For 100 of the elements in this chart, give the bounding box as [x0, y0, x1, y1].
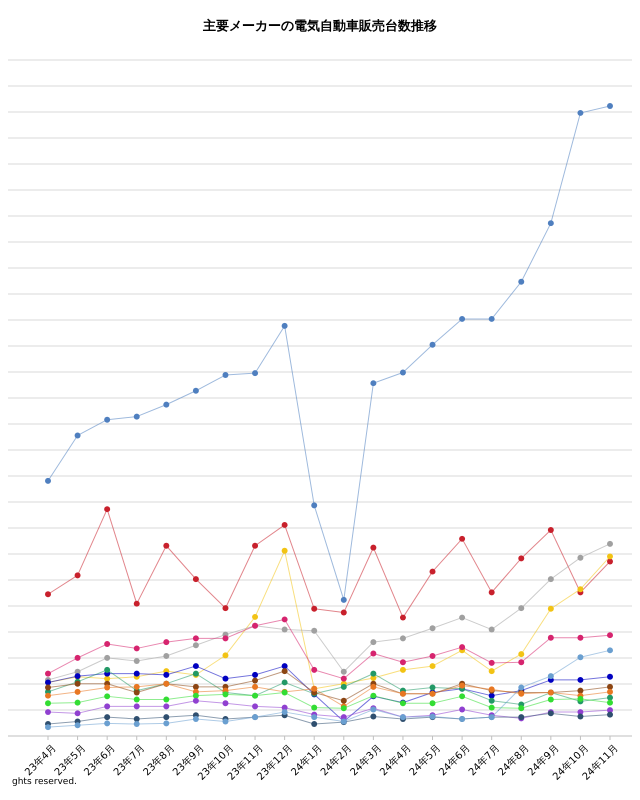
point: [607, 632, 613, 638]
point: [370, 670, 376, 677]
point: [192, 716, 199, 722]
point: [134, 414, 140, 420]
point: [488, 589, 495, 596]
point: [430, 653, 436, 659]
point: [134, 670, 140, 677]
point: [607, 712, 613, 718]
point: [252, 678, 258, 684]
point: [134, 684, 140, 690]
point: [430, 663, 436, 670]
point: [282, 548, 288, 554]
point: [74, 432, 81, 438]
point: [74, 700, 81, 706]
point: [430, 342, 436, 348]
point: [548, 634, 554, 641]
point: [252, 672, 258, 678]
point: [400, 635, 406, 642]
point: [163, 402, 170, 408]
point: [282, 709, 288, 716]
point: [488, 698, 495, 704]
point: [400, 370, 406, 376]
point: [488, 316, 495, 322]
point: [340, 676, 347, 682]
point: [192, 388, 199, 394]
point: [518, 705, 524, 712]
point: [163, 672, 170, 678]
point: [370, 380, 376, 386]
point: [311, 628, 318, 634]
point: [163, 696, 170, 702]
point: [518, 659, 524, 666]
point: [311, 721, 318, 728]
point: [45, 724, 51, 730]
point: [548, 576, 554, 582]
point: [370, 713, 376, 720]
point: [577, 554, 584, 561]
point: [163, 639, 170, 646]
point: [104, 703, 110, 710]
point: [400, 614, 406, 621]
point: [370, 650, 376, 656]
point: [488, 626, 495, 633]
point: [134, 696, 140, 702]
point: [518, 651, 524, 658]
point: [252, 703, 258, 710]
point: [192, 663, 199, 670]
point: [104, 666, 110, 673]
chart-title: 主要メーカーの電気自動車販売台数推移: [202, 18, 437, 34]
point: [45, 670, 51, 677]
point: [74, 572, 81, 578]
point: [222, 652, 228, 658]
point: [488, 660, 495, 666]
point: [577, 688, 584, 694]
point: [222, 700, 228, 706]
point: [311, 666, 318, 673]
point: [459, 706, 466, 713]
point: [222, 635, 228, 642]
point: [607, 553, 613, 560]
point: [134, 703, 140, 710]
point: [282, 679, 288, 686]
point: [607, 688, 613, 695]
point: [430, 625, 436, 632]
point: [340, 596, 347, 603]
point: [430, 568, 436, 575]
point: [163, 720, 170, 726]
point: [607, 558, 613, 564]
point: [45, 709, 51, 716]
point: [222, 718, 228, 724]
point: [163, 653, 170, 659]
point: [45, 591, 51, 598]
point: [577, 696, 584, 702]
point: [282, 668, 288, 674]
point: [104, 506, 110, 512]
point: [282, 616, 288, 622]
point: [192, 692, 199, 699]
point: [311, 704, 318, 711]
point: [252, 370, 258, 376]
point: [577, 586, 584, 592]
point: [134, 721, 140, 728]
point: [459, 644, 466, 650]
point: [252, 614, 258, 620]
point: [74, 688, 81, 695]
point: [577, 713, 584, 720]
point: [548, 606, 554, 612]
point: [134, 600, 140, 607]
point: [192, 698, 199, 704]
point: [340, 668, 347, 675]
point: [104, 720, 110, 726]
point: [548, 696, 554, 702]
point: [548, 527, 554, 533]
point: [252, 684, 258, 690]
point: [134, 645, 140, 652]
point: [252, 542, 258, 549]
point: [163, 542, 170, 549]
point: [340, 698, 347, 704]
point: [370, 544, 376, 551]
point: [577, 634, 584, 641]
point: [311, 714, 318, 720]
point: [104, 684, 110, 690]
point: [488, 668, 495, 674]
point: [459, 614, 466, 621]
